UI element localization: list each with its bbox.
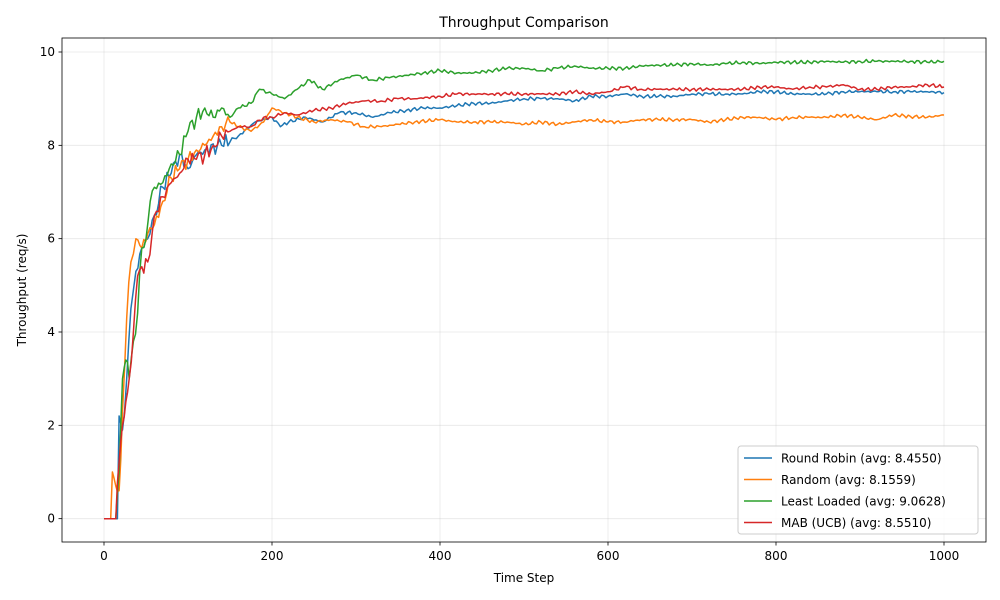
x-tick-label: 0 [100, 549, 108, 563]
legend-box [737, 445, 979, 535]
series-line-3 [104, 83, 945, 520]
y-axis-label: Throughput (req/s) [15, 234, 29, 348]
y-tick-label: 0 [47, 512, 55, 526]
x-tick-label: 800 [765, 549, 788, 563]
y-tick-label: 2 [47, 418, 55, 432]
x-tick-label: 200 [261, 549, 284, 563]
y-tick-label: 8 [47, 138, 55, 152]
x-tick-label: 400 [429, 549, 452, 563]
series-line-2 [104, 58, 945, 520]
series-lines [104, 58, 945, 520]
axis-ticks: 0 200 400 600 800 1000 0 2 4 6 8 10 [40, 45, 960, 563]
x-axis-label: Time Step [493, 571, 555, 585]
y-tick-label: 4 [47, 325, 55, 339]
legend-entry: Least Loaded (avg: 9.0628) [781, 495, 946, 509]
x-tick-label: 1000 [929, 549, 960, 563]
chart-title: Throughput Comparison [438, 15, 609, 31]
series-line-0 [104, 89, 945, 520]
legend-entry: Round Robin (avg: 8.4550) [781, 452, 942, 466]
legend: Round Robin (avg: 8.4550) Random (avg: 8.… [737, 445, 979, 535]
legend-entry: Random (avg: 8.1559) [781, 473, 916, 487]
x-tick-label: 600 [597, 549, 620, 563]
series-line-1 [104, 107, 945, 520]
legend-entry: MAB (UCB) (avg: 8.5510) [781, 516, 931, 530]
y-tick-label: 10 [40, 45, 55, 59]
y-tick-label: 6 [47, 232, 55, 246]
plot-frame [61, 37, 987, 543]
